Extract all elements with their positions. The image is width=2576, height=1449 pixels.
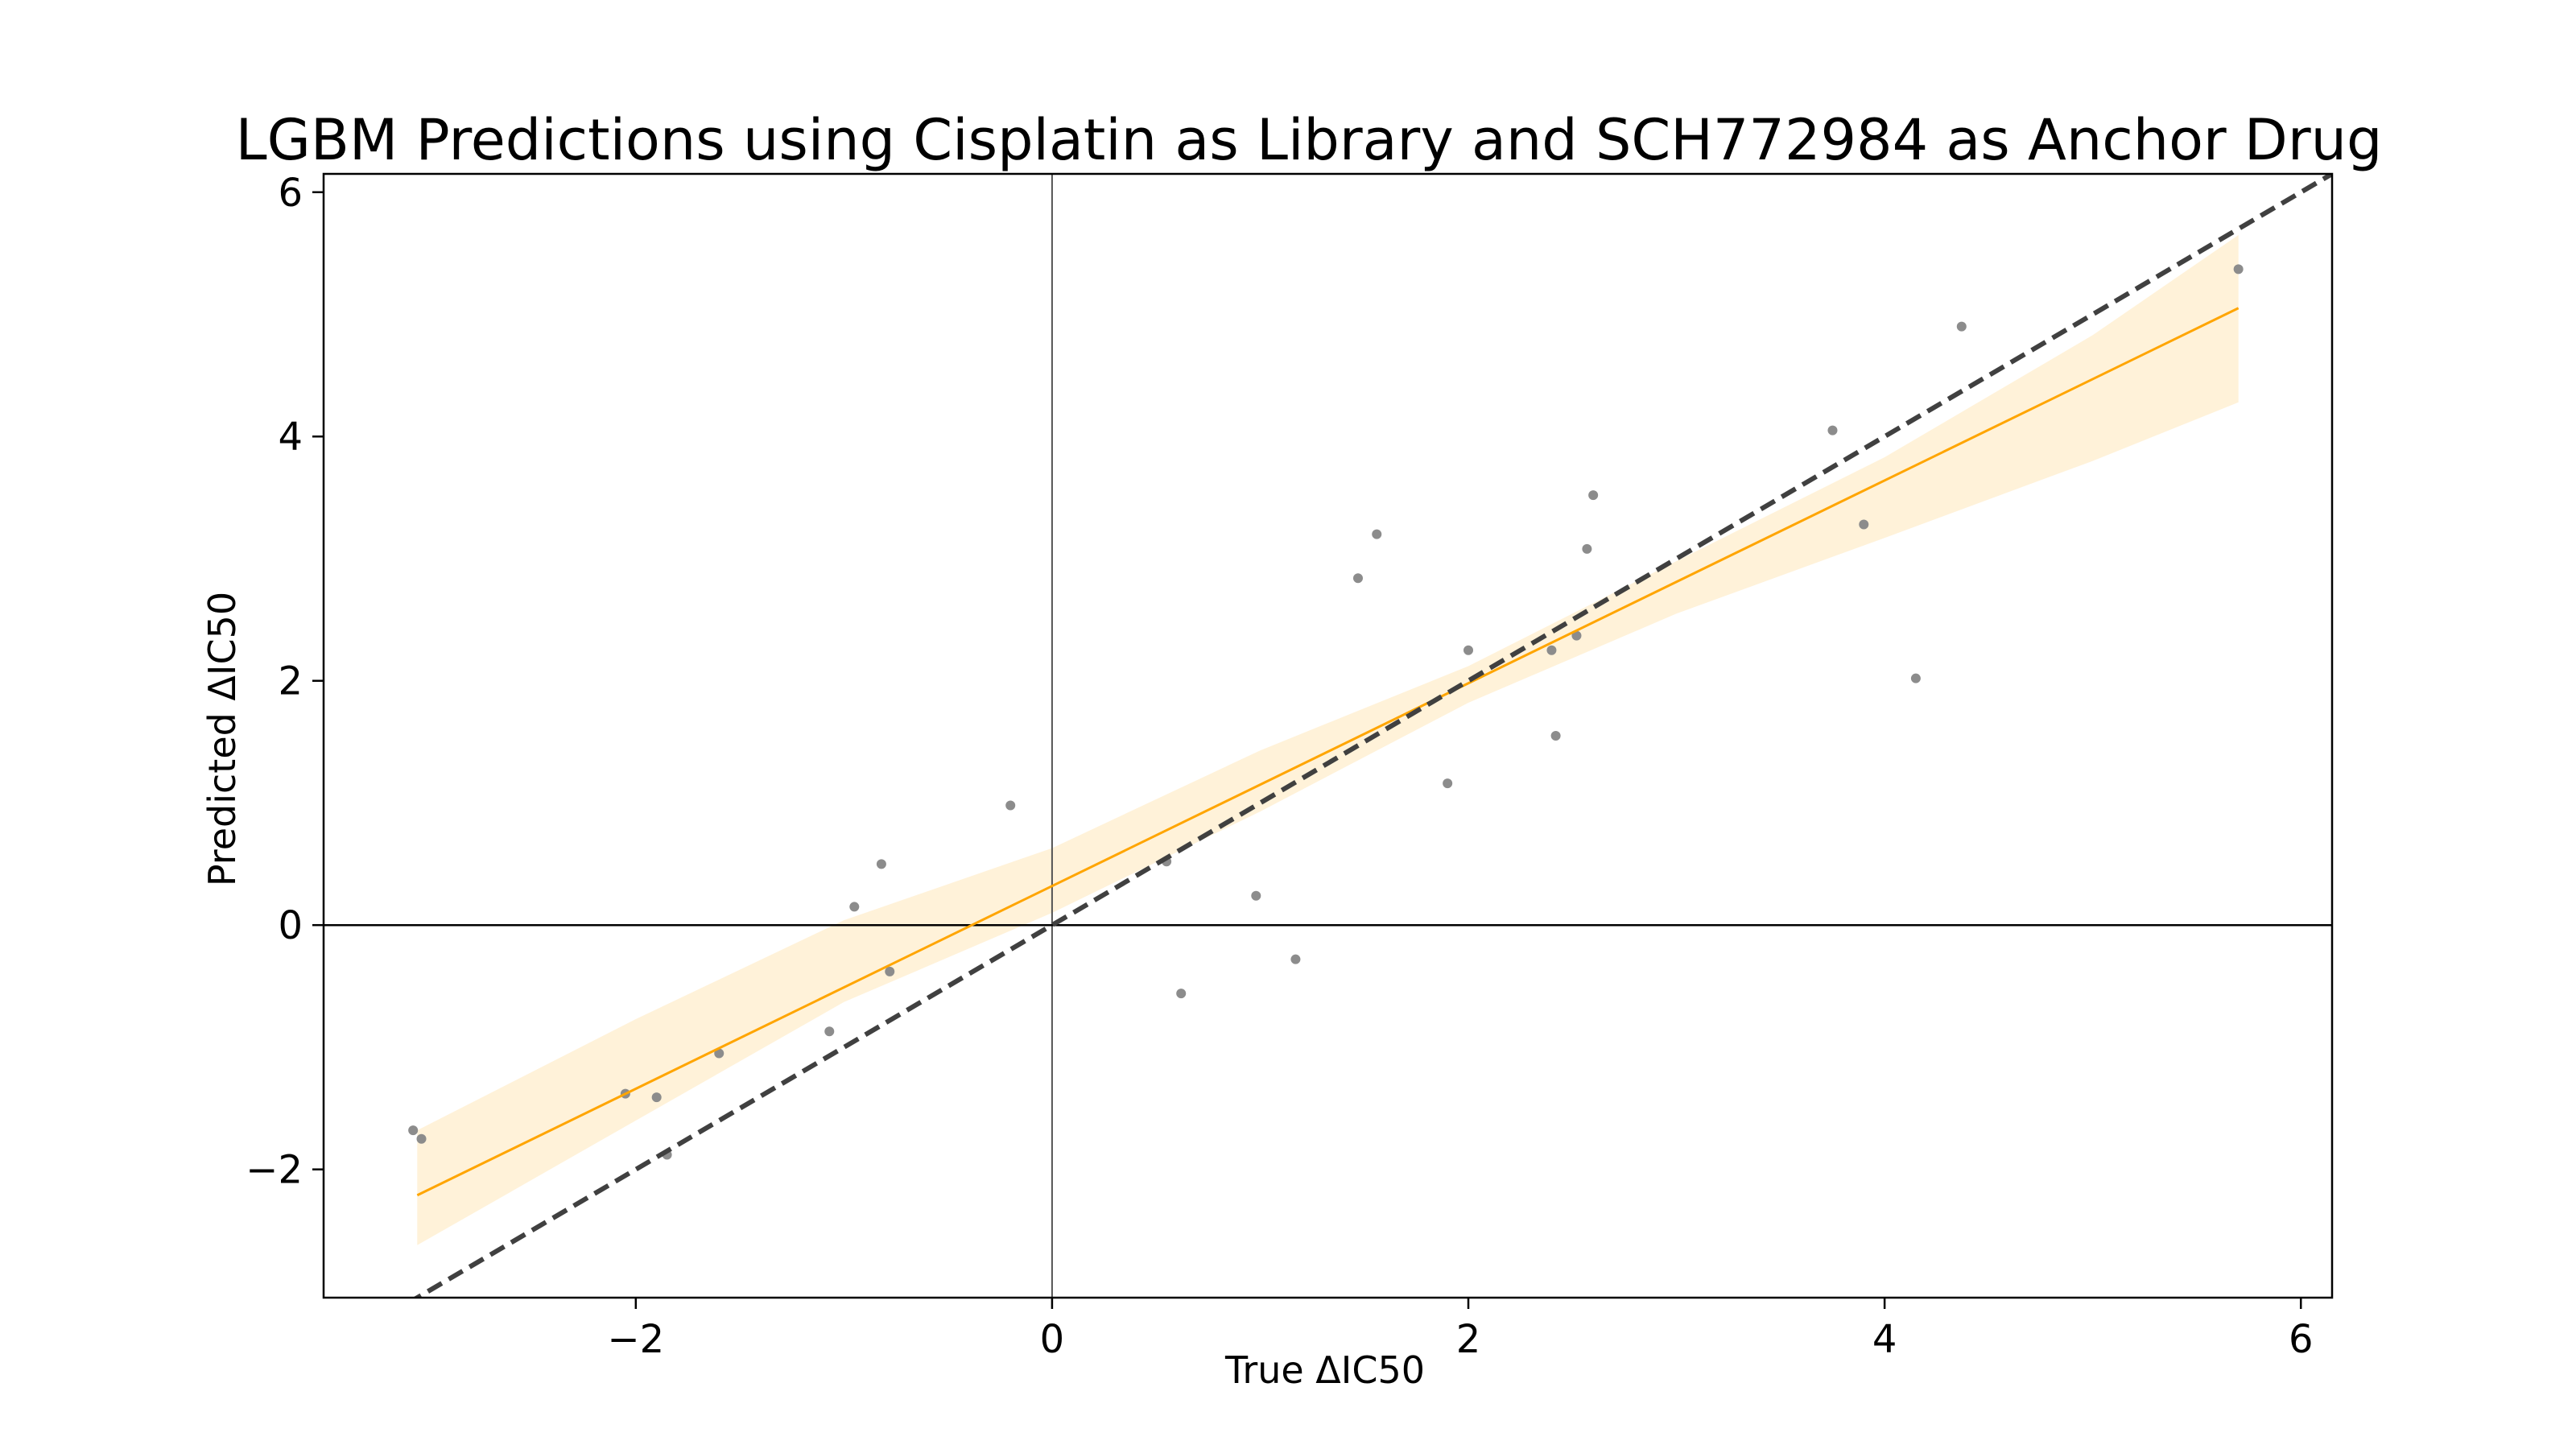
data-point xyxy=(1859,519,1869,530)
data-point xyxy=(1352,573,1363,584)
y-tick-label: −2 xyxy=(246,1148,303,1193)
x-tick-label: 0 xyxy=(1040,1317,1065,1362)
data-point xyxy=(1546,645,1557,655)
data-point xyxy=(849,902,860,912)
data-point xyxy=(876,859,886,869)
data-point xyxy=(1588,490,1599,501)
y-tick-label: 6 xyxy=(278,171,303,216)
data-point xyxy=(714,1048,724,1059)
data-point xyxy=(651,1092,662,1103)
data-point xyxy=(1176,989,1187,999)
y-axis-label: Predicted ΔIC50 xyxy=(200,592,244,886)
data-point xyxy=(1910,673,1921,683)
data-point xyxy=(408,1125,419,1136)
y-tick-label: 4 xyxy=(278,415,303,460)
data-point xyxy=(1463,645,1474,655)
data-point xyxy=(1290,954,1301,964)
regression-line xyxy=(416,307,2240,1197)
x-tick-label: 4 xyxy=(1872,1317,1897,1362)
data-point xyxy=(1827,425,1838,436)
data-point xyxy=(1372,529,1382,539)
data-point xyxy=(885,966,895,976)
data-point xyxy=(1956,321,1967,332)
chart-title: LGBM Predictions using Cisplatin as Libr… xyxy=(236,107,2383,173)
y-tick-label: 2 xyxy=(278,659,303,704)
data-point xyxy=(1571,630,1582,641)
data-point xyxy=(1251,890,1261,901)
data-point xyxy=(1582,543,1592,554)
x-tick-label: −2 xyxy=(607,1317,664,1362)
data-point xyxy=(1005,800,1016,811)
data-point xyxy=(2233,264,2244,275)
data-point xyxy=(1550,731,1561,741)
confidence-band xyxy=(417,234,2239,1245)
y-tick-label: 0 xyxy=(278,903,303,948)
data-point xyxy=(1443,778,1453,789)
x-axis-label: True ΔIC50 xyxy=(1224,1348,1425,1392)
plot-frame xyxy=(322,172,2334,1299)
x-tick-label: 2 xyxy=(1456,1317,1481,1362)
plot-area xyxy=(324,174,2332,1298)
data-point xyxy=(416,1133,427,1144)
x-tick-label: 6 xyxy=(2289,1317,2314,1362)
identity-line xyxy=(412,174,2332,1298)
data-point xyxy=(824,1026,835,1037)
